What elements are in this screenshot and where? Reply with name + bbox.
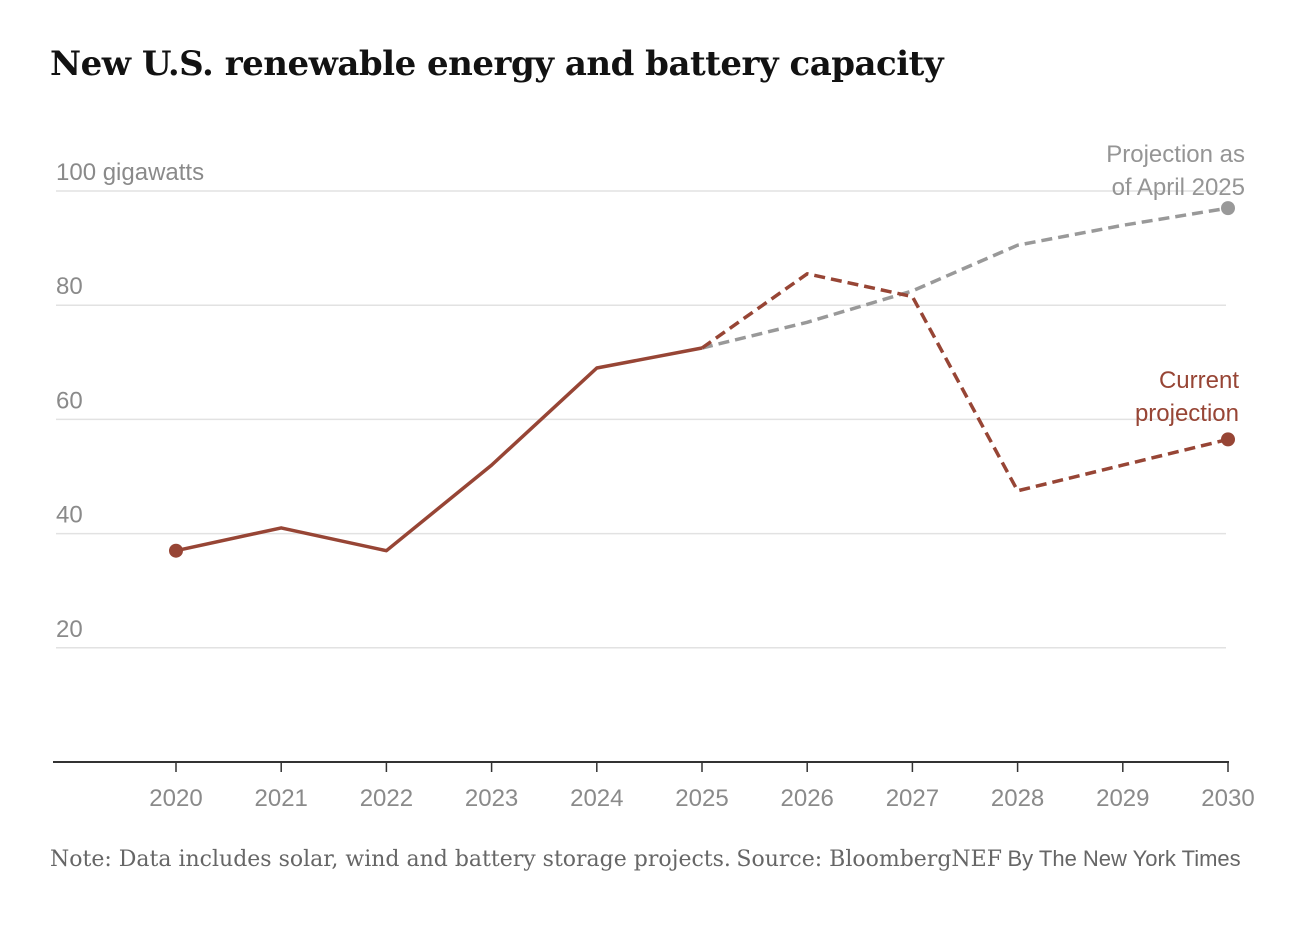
x-tick-label-2024: 2024: [570, 785, 623, 812]
x-tick-label-2023: 2023: [465, 785, 518, 812]
x-tick-label-2028: 2028: [991, 785, 1044, 812]
y-tick-label-20: 20: [56, 616, 83, 643]
y-axis-labels: 20 40 60 80 100 gigawatts: [56, 159, 204, 643]
y-tick-label-60: 60: [56, 387, 83, 414]
x-axis-labels: 2020 2021 2022 2023 2024 2025 2026 2027 2028 2029…: [149, 762, 1255, 812]
y-tick-label-100: 100 gigawatts: [56, 159, 204, 186]
series-labels: Projection as of April 2025 Current project…: [1106, 141, 1245, 427]
current-end-dot: [1221, 432, 1235, 447]
x-tick-label-2029: 2029: [1096, 785, 1149, 812]
y-tick-label-40: 40: [56, 502, 83, 529]
x-tick-label-2025: 2025: [675, 785, 728, 812]
chart-title: New U.S. renewable energy and battery ca…: [50, 44, 944, 84]
x-tick-label-2027: 2027: [886, 785, 939, 812]
gridlines: [56, 190, 1226, 649]
x-tick-label-2026: 2026: [781, 785, 834, 812]
series-lines: [169, 201, 1235, 558]
x-tick-label-2022: 2022: [360, 785, 413, 812]
footer-note: Note: Data includes solar, wind and batt…: [50, 847, 731, 872]
april-projection-label: Projection as of April 2025: [1106, 141, 1245, 201]
footer-source: Source: BloombergNEF: [736, 847, 1002, 872]
y-tick-label-80: 80: [56, 273, 83, 300]
april-projection-end-dot: [1221, 201, 1235, 216]
footer-byline: By The New York Times: [1007, 846, 1241, 871]
x-tick-label-2030: 2030: [1201, 785, 1254, 812]
series-line-current-projection: [700, 272, 1229, 493]
series-line-april-projection: [701, 206, 1229, 350]
x-tick-label-2021: 2021: [255, 785, 308, 812]
x-tick-label-2020: 2020: [149, 785, 202, 812]
current-projection-label: Current projection: [1135, 367, 1239, 427]
series-line-current-actual: [175, 346, 703, 553]
chart-footer: Note: Data includes solar, wind and batt…: [50, 842, 1250, 876]
current-start-dot: [169, 543, 183, 558]
